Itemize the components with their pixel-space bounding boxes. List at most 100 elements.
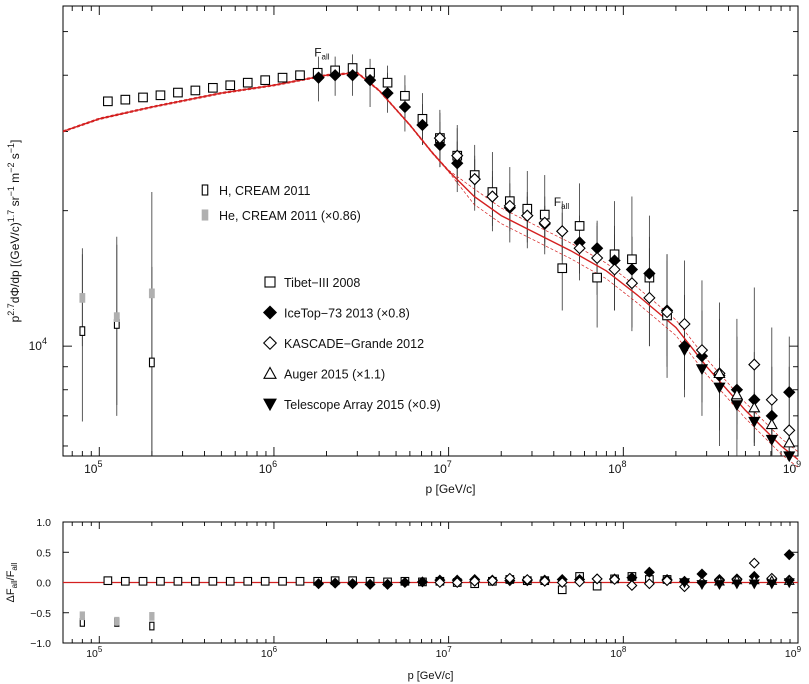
data-point-tibet — [173, 87, 183, 98]
text-part: 5 — [98, 645, 103, 654]
data-point-icetop — [416, 118, 429, 132]
text-part: ΔF — [5, 588, 17, 602]
data-point-icetop — [625, 263, 639, 276]
data-point-kascade — [521, 209, 534, 222]
data-point-auger — [765, 418, 778, 430]
text-part: 10 — [610, 648, 622, 660]
data-point-cream_h — [79, 326, 86, 336]
residual-point-kascade — [504, 572, 516, 584]
residual-point-kascade — [434, 576, 446, 589]
residual-point-cream_he — [149, 612, 155, 621]
legend-label-icetop: IceTop−73 2013 (×0.8) — [284, 307, 410, 321]
residual-point-cream_he — [79, 611, 85, 621]
residual-point-cream_h — [149, 621, 155, 631]
data-point-tibet — [295, 70, 305, 81]
residual-point-tibet — [260, 576, 270, 586]
residual-point-kascade — [643, 578, 655, 590]
residual-point-kascade — [626, 579, 638, 592]
text-part: F — [554, 195, 561, 209]
x-tick-label: 105 — [86, 645, 103, 660]
residual-point-tibet — [191, 576, 200, 586]
text-part: 10 — [785, 648, 797, 660]
text-part: 7 — [447, 645, 452, 654]
residual-point-ta — [748, 579, 760, 590]
data-point-icetop — [328, 69, 342, 82]
residual-point-tibet — [208, 576, 218, 586]
x-tick-label: 106 — [261, 645, 278, 660]
y-tick-label: −0.5 — [30, 608, 51, 620]
legend-label-auger: Auger 2015 (×1.1) — [284, 368, 385, 382]
data-point-kascade — [486, 190, 499, 203]
x-tick-label: 105 — [84, 459, 102, 476]
residual-point-tibet — [156, 576, 165, 586]
data-point-tibet — [242, 77, 253, 88]
residual-point-ta — [783, 578, 795, 589]
data-point-tibet — [260, 75, 271, 86]
text-part: 7 — [447, 459, 452, 469]
residual-point-ta — [679, 578, 690, 589]
residual-point-tibet — [173, 576, 183, 586]
x-axis-label: p [GeV/c] — [425, 482, 475, 496]
data-point-kascade — [538, 216, 551, 229]
data-point-kascade — [783, 424, 796, 437]
residual-point-kascade — [591, 573, 603, 585]
residual-point-kascade — [486, 575, 498, 587]
legend-label-tibet: Tibet−III 2008 — [284, 276, 360, 290]
model-band-upper — [62, 71, 799, 453]
text-part: 10 — [86, 648, 98, 660]
data-point-tibet — [208, 82, 218, 93]
text-part: 10 — [29, 339, 43, 353]
residual-point-icetop — [347, 578, 359, 590]
data-point-ta — [748, 416, 761, 428]
residual-point-tibet — [103, 576, 113, 586]
data-point-tibet — [103, 96, 113, 107]
residual-point-ta — [713, 580, 725, 591]
data-point-tibet — [382, 77, 393, 88]
residual-point-icetop — [329, 577, 341, 589]
legend-marker-icetop — [262, 305, 278, 320]
x-tick-label: 109 — [783, 459, 801, 476]
text-part: 10 — [84, 462, 98, 476]
text-part: 6 — [272, 459, 277, 469]
y-tick-label: 0.0 — [36, 578, 51, 590]
residual-point-tibet — [243, 576, 253, 586]
text-part: 10 — [433, 462, 447, 476]
data-point-ta — [695, 364, 709, 376]
text-part: 10 — [436, 648, 448, 660]
residual-point-tibet — [225, 576, 235, 586]
text-part: 10 — [783, 462, 797, 476]
residual-point-icetop — [399, 576, 411, 589]
residual-point-kascade — [451, 576, 463, 589]
legend-marker-kascade — [262, 335, 278, 351]
text-part: s — [8, 153, 22, 162]
model-band-lower — [62, 73, 799, 468]
text-part: 9 — [797, 645, 802, 654]
residual-point-tibet — [120, 576, 130, 586]
data-point-cream_h — [148, 357, 155, 368]
legend-marker-cream_he — [201, 209, 209, 221]
data-point-tibet — [190, 85, 201, 96]
data-point-kascade — [608, 263, 621, 276]
legend-label-cream_h: H, CREAM 2011 — [219, 184, 311, 198]
data-point-tibet — [138, 92, 148, 103]
text-part: 8 — [622, 645, 627, 654]
residual-point-ta — [731, 579, 743, 590]
y-axis-label: p2.7dΦ/dp [(GeV/c)1.7 sr−1 m−2 s−1] — [6, 140, 22, 323]
residual-point-icetop — [364, 578, 376, 590]
residual-point-tibet — [295, 576, 305, 586]
data-point-tibet — [277, 72, 288, 83]
legend-label-kascade: KASCADE−Grande 2012 — [284, 337, 424, 351]
data-point-auger — [783, 436, 796, 448]
residual-point-kascade — [539, 575, 551, 587]
plot-area-main — [62, 5, 799, 457]
text-part: m — [8, 173, 22, 186]
residual-point-icetop — [382, 578, 394, 590]
x-tick-label: 107 — [433, 459, 451, 476]
residual-point-icetop — [783, 549, 795, 561]
text-part: 10 — [259, 462, 273, 476]
text-part: 10 — [261, 648, 273, 660]
data-point-kascade — [695, 343, 709, 357]
y-tick-label: 104 — [29, 336, 47, 353]
